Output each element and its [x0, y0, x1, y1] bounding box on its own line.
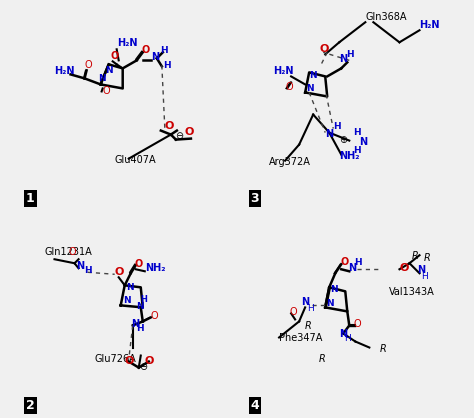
- Text: H: H: [421, 272, 428, 281]
- Text: H₂N: H₂N: [55, 66, 75, 76]
- Text: O: O: [319, 44, 328, 54]
- Text: 1: 1: [26, 192, 35, 205]
- Text: H: H: [160, 46, 167, 55]
- Text: H: H: [346, 50, 354, 59]
- Text: H: H: [354, 258, 362, 267]
- Text: ⊖: ⊖: [139, 362, 147, 372]
- Text: Gln1231A: Gln1231A: [45, 247, 92, 257]
- Text: O: O: [110, 51, 119, 61]
- Text: ⊕: ⊕: [339, 135, 347, 145]
- Text: O: O: [151, 311, 158, 321]
- Text: N: N: [301, 297, 309, 307]
- Text: N: N: [326, 299, 334, 308]
- Text: H: H: [136, 324, 143, 334]
- Text: N: N: [77, 261, 85, 271]
- Text: N: N: [325, 129, 333, 139]
- Text: N: N: [306, 84, 314, 94]
- Text: O: O: [84, 60, 92, 70]
- Text: N: N: [339, 329, 347, 339]
- Text: H: H: [307, 304, 314, 314]
- Text: H: H: [353, 145, 361, 155]
- Text: 4: 4: [251, 399, 259, 412]
- Text: H: H: [344, 334, 351, 344]
- Text: ⊖: ⊖: [175, 130, 183, 140]
- Text: N: N: [126, 283, 133, 292]
- Text: 2: 2: [26, 399, 35, 412]
- Text: O: O: [142, 45, 150, 55]
- Text: Arg372A: Arg372A: [269, 157, 311, 167]
- Text: O: O: [125, 356, 134, 366]
- Text: Val1343A: Val1343A: [390, 287, 435, 297]
- Text: O: O: [289, 307, 297, 317]
- Text: N: N: [151, 52, 159, 62]
- Text: H: H: [140, 296, 146, 304]
- Text: NH₂: NH₂: [145, 263, 165, 273]
- Text: O: O: [340, 257, 348, 267]
- Text: 3: 3: [251, 192, 259, 205]
- Text: Glu407A: Glu407A: [115, 155, 156, 165]
- Text: R: R: [411, 251, 418, 261]
- Text: N: N: [348, 263, 356, 273]
- Text: O: O: [165, 120, 174, 130]
- Text: R: R: [305, 321, 312, 331]
- Text: H₂N: H₂N: [419, 20, 440, 30]
- Text: O: O: [115, 267, 124, 277]
- Text: Glu726A: Glu726A: [95, 354, 137, 364]
- Text: Gln368A: Gln368A: [365, 12, 407, 22]
- Text: N: N: [309, 71, 317, 80]
- Text: O: O: [69, 247, 76, 257]
- Text: Phe347A: Phe347A: [279, 334, 322, 344]
- Text: H: H: [84, 266, 92, 275]
- Text: N: N: [418, 265, 426, 275]
- Text: O: O: [145, 356, 154, 366]
- Text: N: N: [359, 137, 367, 147]
- Text: O: O: [135, 259, 143, 269]
- Text: O: O: [353, 319, 361, 329]
- Text: H: H: [333, 122, 341, 130]
- Text: H: H: [163, 61, 171, 70]
- Text: N: N: [131, 319, 139, 329]
- Text: O: O: [103, 87, 110, 97]
- Text: NH₂: NH₂: [339, 150, 360, 161]
- Text: N: N: [339, 54, 347, 64]
- Text: N: N: [330, 285, 338, 294]
- Text: R: R: [379, 344, 386, 354]
- Text: O: O: [285, 82, 293, 92]
- Text: H: H: [353, 127, 361, 137]
- Text: R: R: [424, 253, 430, 263]
- Text: H₂N: H₂N: [117, 38, 137, 48]
- Text: O: O: [185, 127, 194, 137]
- Text: N: N: [136, 302, 143, 311]
- Text: N: N: [123, 296, 130, 306]
- Text: N: N: [105, 66, 112, 75]
- Text: O: O: [400, 263, 409, 273]
- Text: R: R: [319, 354, 326, 364]
- Text: N: N: [98, 74, 105, 84]
- Text: H₂N: H₂N: [273, 66, 293, 76]
